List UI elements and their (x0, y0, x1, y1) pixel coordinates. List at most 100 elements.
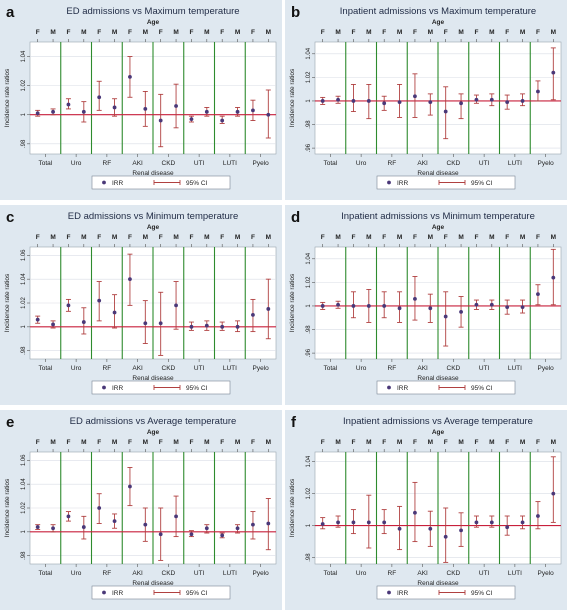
sex-tick-label: F (474, 29, 478, 36)
x-tick-label: CKD (447, 570, 461, 577)
irr-point (51, 322, 55, 327)
x-tick-label: AKI (132, 570, 143, 577)
irr-point (443, 534, 448, 539)
sex-tick-label: F (536, 234, 540, 241)
panel-letter: e (6, 414, 14, 431)
sex-tick-label: M (551, 234, 556, 241)
panel-letter: a (6, 4, 15, 21)
y-tick-label: 1 (306, 99, 312, 103)
irr-point (351, 520, 356, 525)
x-tick-label: Uro (356, 365, 367, 372)
irr-point (489, 302, 494, 307)
irr-point (51, 109, 55, 114)
irr-point (97, 95, 102, 100)
irr-point (382, 304, 387, 308)
x-axis-label: Renal disease (132, 170, 174, 177)
x-tick-label: AKI (132, 160, 143, 167)
sex-tick-label: F (66, 234, 70, 241)
irr-point (413, 296, 417, 301)
irr-point (220, 118, 225, 123)
irr-point (204, 109, 209, 114)
x-tick-label: Pyelo (252, 160, 269, 167)
top-axis-label: Age (147, 429, 160, 436)
sex-tick-label: F (189, 29, 193, 36)
irr-point (551, 70, 556, 75)
x-tick-label: Total (324, 160, 338, 167)
sex-tick-label: F (505, 29, 509, 36)
sex-tick-label: F (189, 439, 193, 446)
irr-point (474, 97, 479, 102)
sex-tick-label: M (81, 234, 86, 241)
irr-point (128, 277, 132, 282)
irr-point (81, 320, 86, 324)
x-tick-label: Pyelo (252, 365, 269, 372)
legend-ci-label: 95% CI (471, 590, 493, 597)
irr-point (81, 109, 86, 114)
irr-point (320, 304, 325, 308)
sex-tick-label: M (397, 29, 402, 36)
sex-tick-label: M (81, 439, 86, 446)
x-tick-label: Uro (71, 160, 82, 167)
sex-tick-label: M (366, 234, 371, 241)
sex-tick-label: F (413, 439, 417, 446)
irr-point (459, 309, 463, 314)
sex-tick-label: M (335, 439, 340, 446)
irr-point (413, 510, 417, 515)
x-tick-label: UTI (194, 365, 205, 372)
irr-point (320, 522, 325, 526)
legend-irr-marker (387, 590, 391, 595)
sex-tick-label: F (66, 439, 70, 446)
sex-tick-label: F (536, 439, 540, 446)
x-tick-label: RF (103, 570, 112, 577)
irr-point (428, 100, 433, 105)
irr-point (97, 506, 102, 510)
sex-tick-label: F (351, 439, 355, 446)
irr-point (158, 118, 163, 123)
sex-tick-label: M (173, 29, 178, 36)
irr-point (351, 99, 356, 103)
panel-title: ED admissions vs Maximum temperature (66, 6, 239, 17)
panel-d: d Inpatient admissions vs Minimum tempera… (285, 205, 567, 405)
x-tick-label: Total (39, 365, 53, 372)
sex-tick-label: M (335, 234, 340, 241)
sex-tick-label: M (428, 29, 433, 36)
x-tick-label: Pyelo (537, 365, 554, 372)
sex-tick-label: F (97, 439, 101, 446)
x-tick-label: CKD (162, 160, 176, 167)
irr-point (174, 514, 178, 519)
x-tick-label: AKI (417, 570, 428, 577)
sex-tick-label: F (97, 234, 101, 241)
x-axis-label: Renal disease (132, 580, 174, 587)
irr-point (220, 533, 225, 538)
irr-point (397, 306, 402, 311)
y-tick-label: 1.04 (306, 47, 312, 59)
irr-point (551, 491, 556, 496)
sex-tick-label: F (159, 234, 163, 241)
sex-tick-label: M (520, 439, 525, 446)
panel-title: Inpatient admissions vs Maximum temperat… (340, 6, 536, 17)
sex-tick-label: M (551, 439, 556, 446)
sex-tick-label: F (189, 234, 193, 241)
sex-tick-label: F (413, 234, 417, 241)
x-tick-label: LUTI (223, 365, 237, 372)
y-tick-label: 1 (306, 304, 312, 308)
irr-point (474, 520, 479, 525)
x-tick-label: UTI (479, 160, 490, 167)
sex-tick-label: M (173, 439, 178, 446)
irr-point (66, 102, 71, 107)
y-tick-label: .96 (306, 143, 312, 152)
x-tick-label: AKI (417, 365, 428, 372)
sex-tick-label: F (128, 29, 132, 36)
irr-point (204, 526, 209, 531)
y-tick-label: 1 (21, 112, 27, 116)
legend-irr-marker (102, 385, 106, 390)
sex-tick-label: F (36, 29, 40, 36)
y-tick-label: 1.06 (21, 249, 27, 261)
y-tick-label: 1.04 (21, 50, 27, 62)
sex-tick-label: F (251, 439, 255, 446)
sex-tick-label: M (366, 439, 371, 446)
irr-point (489, 97, 494, 102)
sex-tick-label: F (321, 234, 325, 241)
sex-tick-label: M (520, 234, 525, 241)
x-tick-label: LUTI (508, 365, 522, 372)
